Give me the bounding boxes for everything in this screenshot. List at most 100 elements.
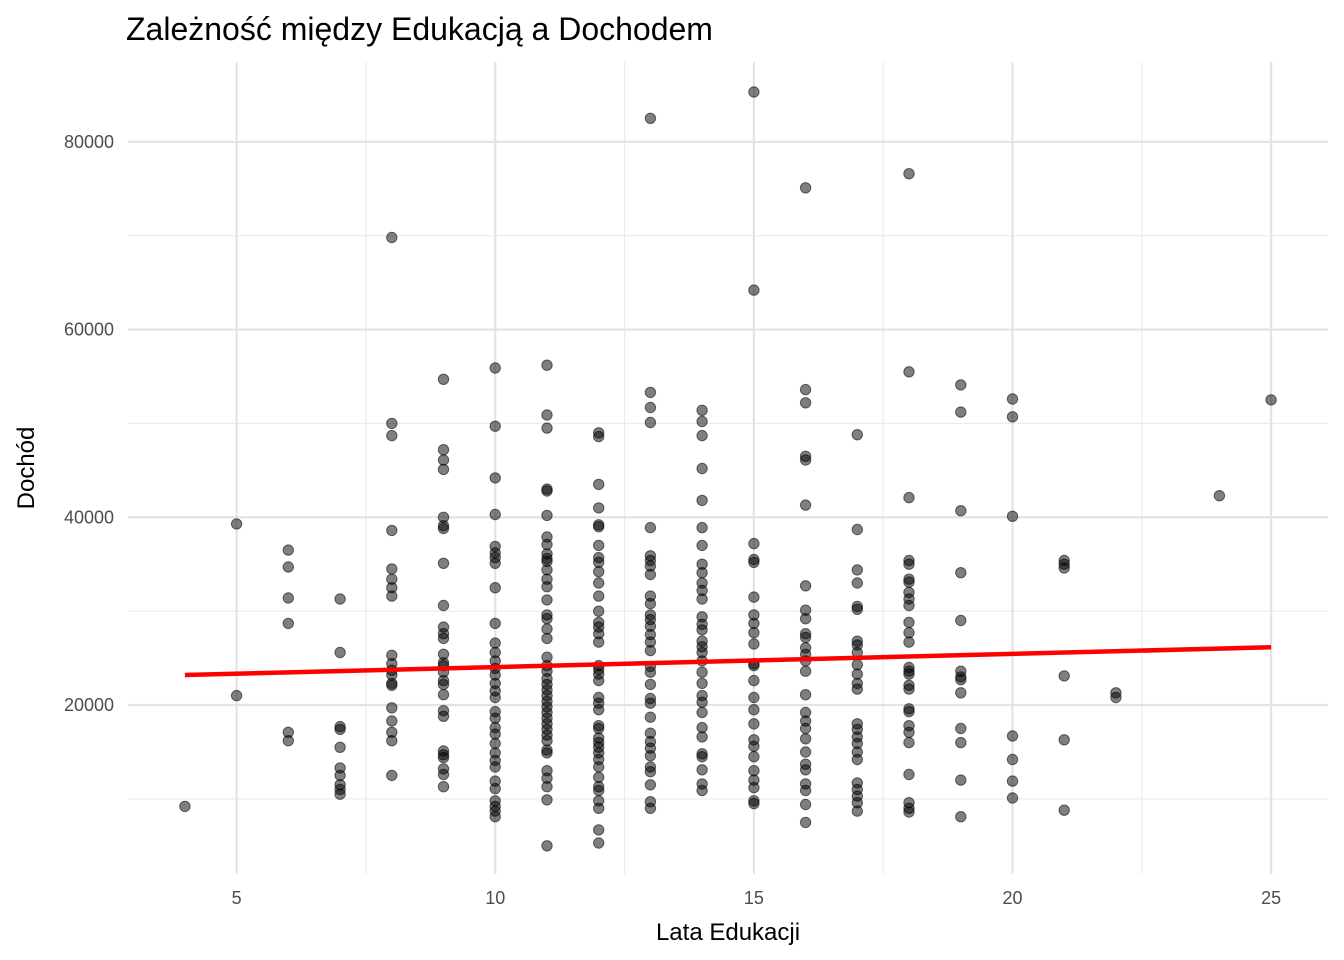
data-point	[799, 722, 812, 735]
data-point	[437, 463, 450, 476]
data-point	[748, 556, 760, 568]
data-point	[748, 674, 760, 687]
data-point	[437, 632, 450, 645]
data-point	[799, 665, 812, 677]
data-point	[903, 636, 915, 648]
data-point	[334, 741, 346, 753]
data-point	[489, 582, 501, 594]
minor-gridlines	[128, 62, 1328, 874]
data-point	[799, 746, 812, 758]
data-point	[903, 616, 915, 629]
data-point	[748, 740, 760, 752]
data-point	[489, 362, 501, 374]
data-point	[541, 509, 553, 522]
data-point	[696, 415, 708, 428]
data-point	[437, 444, 450, 456]
data-point	[696, 731, 708, 743]
data-point	[230, 689, 243, 702]
data-point	[748, 691, 760, 704]
data-point	[955, 567, 967, 579]
data-point	[541, 747, 553, 759]
data-point	[1006, 411, 1019, 423]
data-point	[282, 561, 294, 573]
data-point	[593, 704, 605, 716]
data-point	[1006, 730, 1019, 742]
data-point	[334, 646, 346, 659]
major-gridlines	[128, 62, 1328, 874]
data-point	[696, 666, 708, 678]
data-point	[489, 737, 501, 750]
data-point	[748, 797, 760, 810]
data-point	[593, 539, 605, 552]
data-point	[799, 733, 812, 745]
data-point	[593, 502, 605, 514]
data-point	[748, 284, 760, 296]
data-point	[489, 728, 501, 740]
data-point	[696, 751, 708, 763]
data-point	[696, 593, 708, 605]
data-point	[696, 764, 708, 776]
data-point	[903, 683, 915, 695]
data-point	[282, 544, 294, 556]
data-point	[593, 478, 605, 491]
data-point	[437, 678, 450, 691]
data-point	[748, 627, 760, 639]
data-point	[799, 764, 812, 776]
data-point	[851, 577, 863, 589]
data-point	[437, 781, 450, 793]
data-point	[593, 556, 605, 568]
data-point	[799, 613, 812, 625]
data-point	[955, 722, 967, 735]
data-point	[644, 678, 657, 691]
data-point	[489, 637, 501, 649]
data-point	[799, 499, 812, 511]
data-point	[851, 429, 863, 441]
data-point	[696, 462, 708, 475]
data-point	[593, 430, 605, 443]
data-point	[851, 659, 863, 671]
data-point	[541, 538, 553, 551]
data-point	[1006, 510, 1019, 522]
data-point	[593, 771, 605, 783]
data-point	[799, 798, 812, 811]
data-point	[386, 735, 398, 747]
data-point	[1058, 670, 1070, 682]
y-axis-tick-labels: 20000 40000 60000 80000	[64, 132, 114, 715]
data-point	[696, 521, 708, 534]
data-point	[489, 617, 501, 630]
data-point	[489, 782, 501, 795]
data-point	[386, 590, 398, 602]
data-point	[696, 404, 708, 416]
data-point	[644, 597, 657, 610]
data-point	[1006, 393, 1019, 405]
data-point	[696, 784, 708, 797]
data-point	[851, 523, 863, 536]
data-point	[955, 687, 967, 699]
data-point	[955, 774, 967, 786]
data-point	[1006, 753, 1019, 766]
data-point	[1006, 792, 1019, 804]
data-point	[541, 735, 553, 747]
data-point	[386, 702, 398, 714]
data-point	[903, 366, 915, 378]
data-point	[437, 373, 450, 385]
data-point	[696, 567, 708, 579]
data-point	[179, 800, 191, 813]
data-point	[748, 86, 760, 98]
data-point	[748, 704, 760, 716]
data-point	[437, 689, 450, 701]
data-point	[748, 638, 760, 650]
data-point	[748, 751, 760, 763]
data-point	[748, 781, 760, 794]
data-point	[386, 231, 398, 244]
data-point	[386, 524, 398, 537]
data-point	[437, 557, 450, 569]
data-point	[644, 521, 657, 534]
data-point	[851, 564, 863, 576]
data-point	[1265, 394, 1277, 406]
data-point	[334, 769, 346, 782]
data-point	[955, 674, 967, 686]
y-tick-label: 80000	[64, 132, 114, 152]
